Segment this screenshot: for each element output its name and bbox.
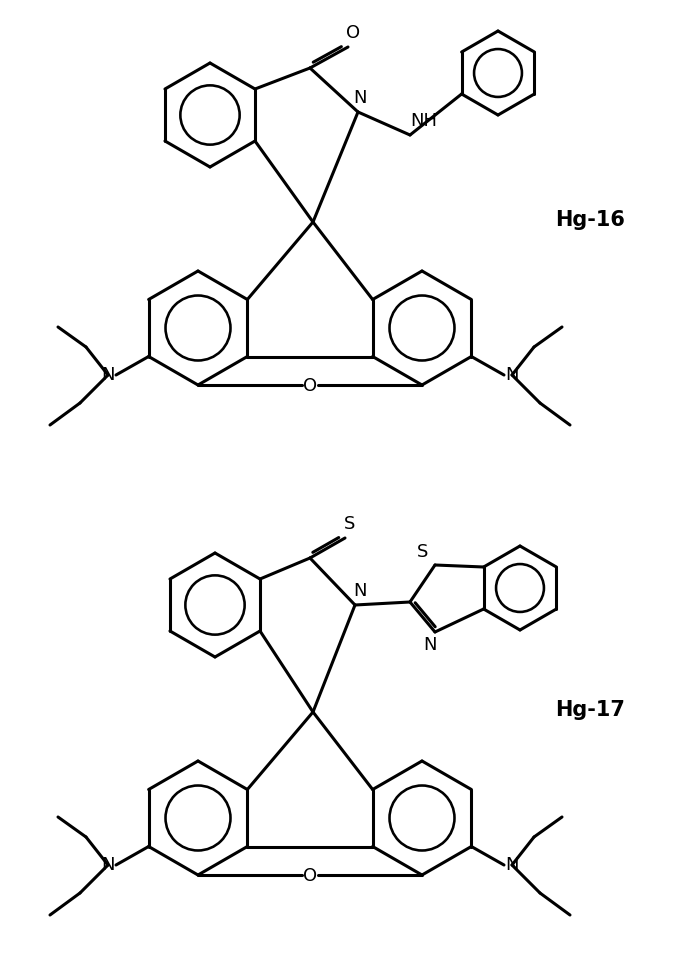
Text: N: N bbox=[353, 89, 366, 107]
Text: N: N bbox=[101, 366, 115, 384]
Text: O: O bbox=[303, 377, 317, 395]
Text: N: N bbox=[423, 636, 437, 654]
Text: O: O bbox=[346, 24, 360, 42]
Text: NH: NH bbox=[410, 112, 438, 130]
Text: N: N bbox=[506, 856, 519, 874]
Text: Hg-16: Hg-16 bbox=[555, 210, 625, 230]
Text: S: S bbox=[345, 515, 356, 533]
Text: N: N bbox=[101, 856, 115, 874]
Text: Hg-17: Hg-17 bbox=[555, 700, 625, 720]
Text: O: O bbox=[303, 867, 317, 885]
Text: N: N bbox=[353, 582, 366, 600]
Text: N: N bbox=[506, 366, 519, 384]
Text: S: S bbox=[417, 543, 429, 561]
